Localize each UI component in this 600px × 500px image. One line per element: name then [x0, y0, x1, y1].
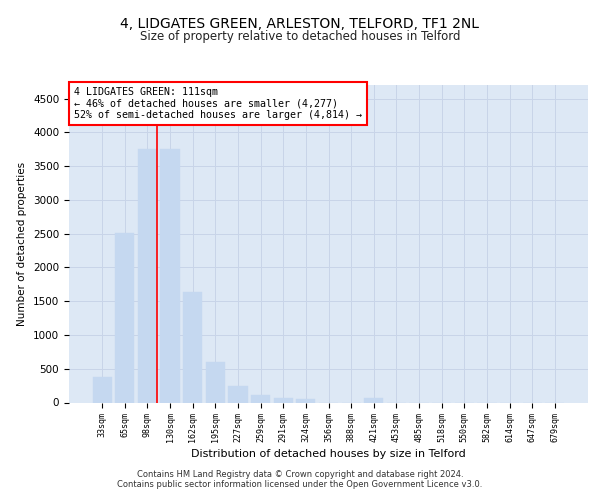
Bar: [274, 398, 293, 402]
Bar: [251, 395, 270, 402]
Text: Size of property relative to detached houses in Telford: Size of property relative to detached ho…: [140, 30, 460, 43]
Text: Contains HM Land Registry data © Crown copyright and database right 2024.: Contains HM Land Registry data © Crown c…: [137, 470, 463, 479]
Y-axis label: Number of detached properties: Number of detached properties: [17, 162, 28, 326]
Bar: [229, 386, 248, 402]
Bar: [115, 233, 134, 402]
Text: 4, LIDGATES GREEN, ARLESTON, TELFORD, TF1 2NL: 4, LIDGATES GREEN, ARLESTON, TELFORD, TF…: [121, 18, 479, 32]
X-axis label: Distribution of detached houses by size in Telford: Distribution of detached houses by size …: [191, 449, 466, 459]
Bar: [296, 399, 316, 402]
Bar: [138, 149, 157, 403]
Text: Contains public sector information licensed under the Open Government Licence v3: Contains public sector information licen…: [118, 480, 482, 489]
Bar: [206, 362, 225, 403]
Bar: [160, 149, 180, 403]
Bar: [364, 398, 383, 402]
Bar: [92, 377, 112, 402]
Text: 4 LIDGATES GREEN: 111sqm
← 46% of detached houses are smaller (4,277)
52% of sem: 4 LIDGATES GREEN: 111sqm ← 46% of detach…: [74, 86, 362, 120]
Bar: [183, 292, 202, 403]
